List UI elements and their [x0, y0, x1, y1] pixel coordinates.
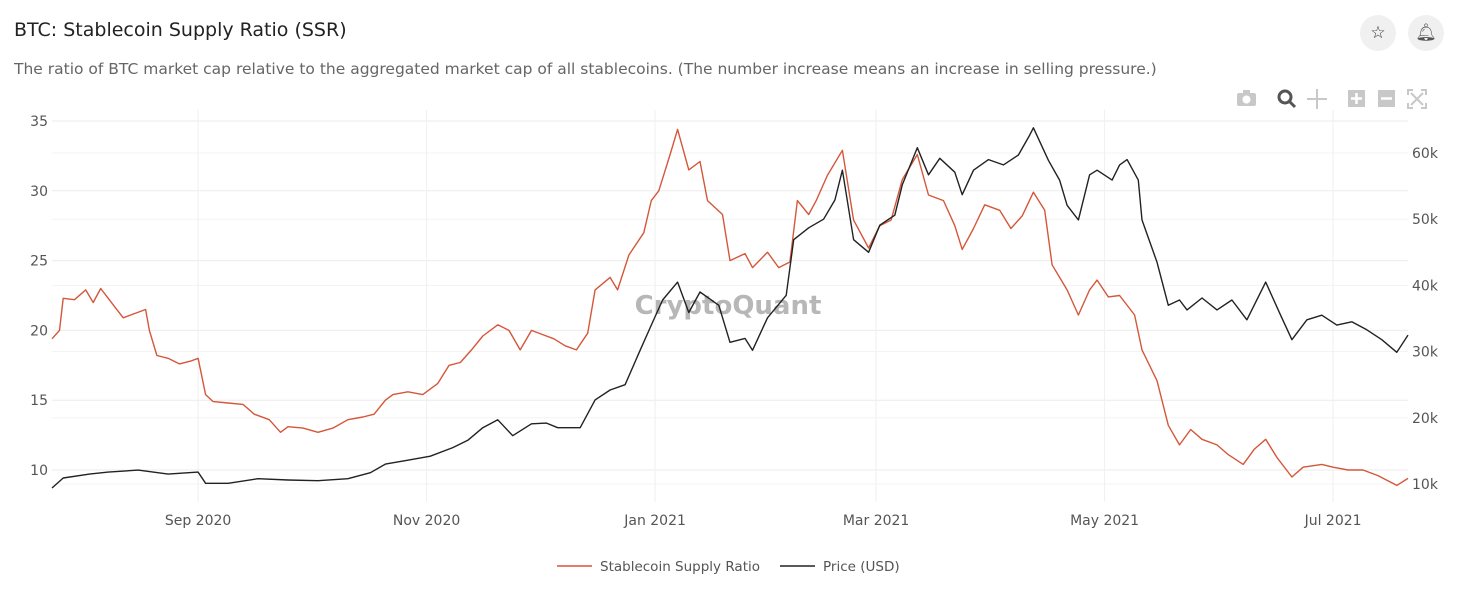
alert-button[interactable]: 🔔︎: [1408, 15, 1444, 51]
y-right-tick-label: 50k: [1412, 212, 1439, 228]
legend-label: Price (USD): [823, 559, 900, 575]
chart-title: BTC: Stablecoin Supply Ratio (SSR): [14, 19, 347, 41]
y-right-tick-label: 10k: [1412, 477, 1439, 493]
x-tick-label: Sep 2020: [165, 513, 231, 529]
modebar: [1237, 89, 1427, 109]
y-right-tick-label: 30k: [1412, 345, 1439, 361]
favorite-button[interactable]: ☆: [1360, 15, 1396, 51]
zoom-out-icon[interactable]: [1378, 90, 1395, 107]
y-right-tick-label: 40k: [1412, 278, 1439, 294]
chart-subtitle: The ratio of BTC market cap relative to …: [14, 60, 1157, 78]
x-tick-label: May 2021: [1070, 513, 1139, 529]
y-left-tick-label: 25: [30, 254, 48, 270]
legend-label: Stablecoin Supply Ratio: [600, 559, 760, 575]
camera-icon[interactable]: [1237, 90, 1256, 106]
legend[interactable]: Stablecoin Supply Ratio Price (USD): [557, 559, 900, 575]
y-right-tick-label: 60k: [1412, 146, 1439, 162]
watermark: CryptoQuant: [635, 291, 822, 321]
bell-icon: 🔔︎: [1415, 23, 1437, 43]
zoom-icon[interactable]: [1277, 89, 1297, 109]
y-left-tick-label: 10: [30, 463, 48, 479]
x-tick-label: Jan 2021: [623, 513, 686, 529]
series-layer: [51, 127, 1409, 489]
zoom-in-icon[interactable]: [1348, 90, 1365, 107]
x-tick-label: Nov 2020: [393, 513, 460, 529]
axes: 10 15 20 25 30 35 10k 20k 30k 40k 50k 60k Sep 2020 No…: [30, 114, 1439, 529]
x-tick-label: Jul 2021: [1304, 513, 1362, 529]
star-icon: ☆: [1370, 23, 1386, 43]
series-line-ssr: [51, 128, 1409, 487]
y-left-tick-label: 35: [30, 114, 48, 130]
legend-item[interactable]: Stablecoin Supply Ratio: [557, 559, 760, 575]
pan-icon[interactable]: [1307, 89, 1327, 109]
legend-item[interactable]: Price (USD): [780, 559, 900, 575]
y-right-tick-label: 20k: [1412, 411, 1439, 427]
series-line-price: [51, 127, 1409, 489]
y-left-tick-label: 15: [30, 393, 48, 409]
x-tick-label: Mar 2021: [843, 513, 910, 529]
y-left-tick-label: 30: [30, 184, 48, 200]
y-left-tick-label: 20: [30, 323, 48, 339]
autoscale-icon[interactable]: [1407, 89, 1427, 109]
